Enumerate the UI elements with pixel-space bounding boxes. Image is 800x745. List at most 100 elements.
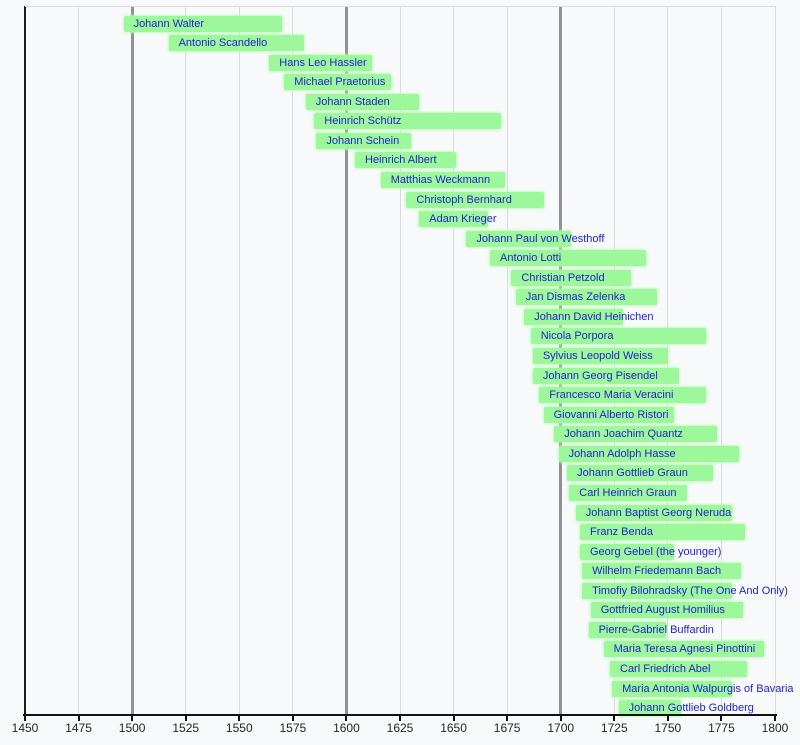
timeline-bar: Timofiy Bilohradsky (The One And Only) xyxy=(582,582,788,599)
timeline-bar: Michael Praetorius xyxy=(284,74,392,91)
composer-link[interactable]: Johann Staden xyxy=(315,95,390,108)
timeline-bar: Matthias Weckmann xyxy=(380,171,505,188)
x-axis-tick xyxy=(291,716,294,721)
gridline-1750 xyxy=(667,6,669,715)
x-axis-tick-label: 1650 xyxy=(440,721,467,735)
timeline-bar: Heinrich Albert xyxy=(355,152,456,169)
composer-link[interactable]: Georg Gebel (the younger) xyxy=(590,545,722,558)
timeline-bar: Johann Staden xyxy=(305,93,420,110)
composer-link[interactable]: Johann Gottlieb Goldberg xyxy=(628,702,754,715)
x-axis-tick-label: 1600 xyxy=(333,721,360,735)
x-axis-tick-label: 1675 xyxy=(493,721,521,735)
composer-link[interactable]: Adam Krieger xyxy=(429,213,497,226)
timeline-bar: Antonio Scandello xyxy=(168,35,304,52)
composer-link[interactable]: Giovanni Alberto Ristori xyxy=(553,408,669,421)
x-axis-tick xyxy=(238,716,241,721)
composer-link[interactable]: Heinrich Schütz xyxy=(324,115,402,128)
composer-link[interactable]: Antonio Lotti xyxy=(500,252,562,265)
composer-link[interactable]: Michael Praetorius xyxy=(294,76,386,89)
timeline-bar: Maria Teresa Agnesi Pinottini xyxy=(603,641,765,658)
composer-link[interactable]: Timofiy Bilohradsky (The One And Only) xyxy=(592,584,788,597)
gridline-1675 xyxy=(506,6,508,715)
x-axis-tick xyxy=(666,716,669,721)
composer-link[interactable]: Nicola Porpora xyxy=(540,330,614,343)
timeline-bar: Johann Baptist Georg Neruda xyxy=(575,504,733,521)
composer-link[interactable]: Johann Joachim Quantz xyxy=(564,428,683,441)
timeline-bar: Carl Friedrich Abel xyxy=(610,660,748,677)
composer-link[interactable]: Johann Baptist Georg Neruda xyxy=(585,506,732,519)
composer-link[interactable]: Maria Antonia Walpurgis of Bavaria xyxy=(622,682,794,695)
timeline-bar: Johann Georg Pisendel xyxy=(532,367,679,384)
composer-link[interactable]: Carl Friedrich Abel xyxy=(620,662,711,675)
composer-link[interactable]: Sylvius Leopold Weiss xyxy=(542,350,653,363)
composer-link[interactable]: Johann Adolph Hasse xyxy=(568,447,676,460)
timeline-bar: Christian Petzold xyxy=(511,269,632,286)
x-axis-tick xyxy=(613,716,616,721)
gridline-1600 xyxy=(344,6,348,715)
x-axis-tick-label: 1500 xyxy=(118,721,146,735)
x-axis-tick xyxy=(559,716,562,721)
timeline-bar: Carl Heinrich Graun xyxy=(569,484,688,501)
timeline-bar: Gottfried August Homilius xyxy=(590,602,743,619)
composer-link[interactable]: Franz Benda xyxy=(590,526,653,539)
x-axis-tick xyxy=(774,716,776,721)
composer-link[interactable]: Johann Gottlieb Graun xyxy=(577,467,688,480)
x-axis-tick xyxy=(399,716,401,721)
timeline-bar: Wilhelm Friedemann Bach xyxy=(582,563,741,580)
timeline-bar: Maria Antonia Walpurgis of Bavaria xyxy=(612,680,794,697)
x-axis-tick-label: 1475 xyxy=(65,721,92,735)
timeline-bar: Johann Joachim Quantz xyxy=(554,426,718,443)
composer-link[interactable]: Maria Teresa Agnesi Pinottini xyxy=(613,643,756,656)
timeline-bar: Francesco Maria Veracini xyxy=(539,387,707,404)
composer-link[interactable]: Antonio Scandello xyxy=(178,37,268,50)
gridline-1475 xyxy=(78,6,80,715)
composer-link[interactable]: Christoph Bernhard xyxy=(416,193,512,206)
timeline-bar: Jan Dismas Zelenka xyxy=(515,289,658,306)
composer-link[interactable]: Johann Georg Pisendel xyxy=(542,369,658,382)
gridline-1625 xyxy=(399,6,401,715)
x-axis-tick-label: 1700 xyxy=(547,721,575,735)
plot-top-border xyxy=(25,6,775,7)
composer-link[interactable]: Matthias Weckmann xyxy=(390,173,491,186)
x-axis-tick xyxy=(77,716,80,721)
x-axis-line xyxy=(23,714,777,716)
x-axis-tick xyxy=(345,716,348,721)
timeline-bar: Johann Gottlieb Goldberg xyxy=(618,700,754,717)
composer-link[interactable]: Hans Leo Hassler xyxy=(279,56,367,69)
composer-link[interactable]: Gottfried August Homilius xyxy=(600,604,725,617)
composer-link[interactable]: Pierre-Gabriel Buffardin xyxy=(598,623,714,636)
timeline-bar: Heinrich Schütz xyxy=(314,113,501,130)
x-axis-tick-label: 1625 xyxy=(386,721,414,735)
timeline-bar: Johann Gottlieb Graun xyxy=(567,465,713,482)
timeline-bar: Johann Paul von Westhoff xyxy=(466,230,604,247)
composer-link[interactable]: Wilhelm Friedemann Bach xyxy=(592,565,722,578)
composer-link[interactable]: Jan Dismas Zelenka xyxy=(525,291,626,304)
timeline-bar: Adam Krieger xyxy=(419,211,497,228)
timeline-bar: Christoph Bernhard xyxy=(406,191,544,208)
gridline-1775 xyxy=(720,6,722,715)
x-axis-tick-label: 1725 xyxy=(600,721,628,735)
composer-link[interactable]: Johann Paul von Westhoff xyxy=(476,232,605,245)
x-axis-tick xyxy=(131,716,134,721)
composer-link[interactable]: Carl Heinrich Graun xyxy=(579,486,677,499)
timeline-bar: Johann Schein xyxy=(316,132,411,149)
x-axis-tick-label: 1450 xyxy=(11,721,39,735)
timeline-bar: Johann David Heinichen xyxy=(524,308,654,325)
timeline-bar: Nicola Porpora xyxy=(530,328,707,345)
gridline-1525 xyxy=(185,6,187,715)
x-axis-tick xyxy=(452,716,455,721)
timeline-bar: Antonio Lotti xyxy=(490,250,647,267)
composer-link[interactable]: Heinrich Albert xyxy=(365,154,437,167)
gridline-1500 xyxy=(130,6,134,715)
timeline-bar: Hans Leo Hassler xyxy=(269,54,373,71)
composer-link[interactable]: Johann Schein xyxy=(326,134,400,147)
gridline-1650 xyxy=(453,6,455,715)
composer-link[interactable]: Johann David Heinichen xyxy=(534,310,654,323)
x-axis-tick xyxy=(24,716,26,721)
composer-link[interactable]: Francesco Maria Veracini xyxy=(549,389,674,402)
timeline-bar: Giovanni Alberto Ristori xyxy=(543,406,675,423)
composer-link[interactable]: Johann Walter xyxy=(133,17,205,30)
composer-link[interactable]: Christian Petzold xyxy=(521,271,605,284)
